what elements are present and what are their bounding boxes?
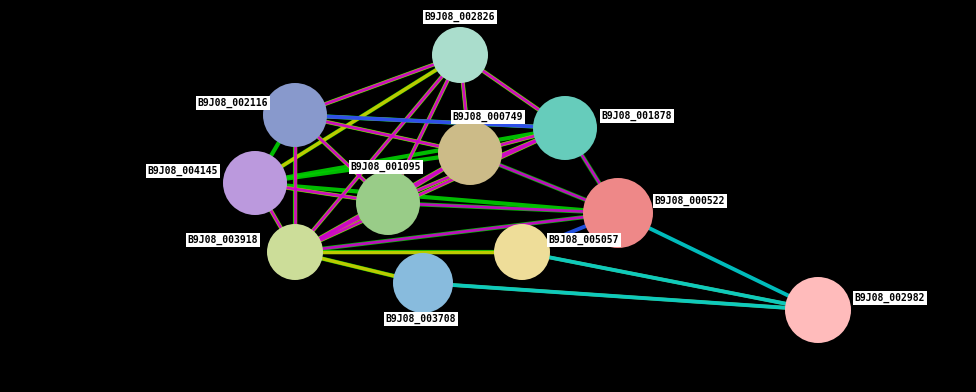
Text: B9J08_000749: B9J08_000749 (453, 112, 523, 122)
Text: B9J08_000522: B9J08_000522 (655, 196, 725, 206)
Circle shape (438, 121, 502, 185)
Circle shape (267, 224, 323, 280)
Circle shape (393, 253, 453, 313)
Text: B9J08_002826: B9J08_002826 (425, 12, 495, 22)
Text: B9J08_004145: B9J08_004145 (147, 166, 219, 176)
Circle shape (432, 27, 488, 83)
Circle shape (494, 224, 550, 280)
Circle shape (583, 178, 653, 248)
Text: B9J08_001095: B9J08_001095 (350, 162, 422, 172)
Text: B9J08_002116: B9J08_002116 (198, 98, 268, 108)
Text: B9J08_001878: B9J08_001878 (602, 111, 672, 121)
Circle shape (356, 171, 420, 235)
Text: B9J08_003708: B9J08_003708 (386, 314, 456, 324)
Text: B9J08_003918: B9J08_003918 (187, 235, 259, 245)
Circle shape (785, 277, 851, 343)
Circle shape (263, 83, 327, 147)
Text: B9J08_002982: B9J08_002982 (855, 293, 925, 303)
Circle shape (223, 151, 287, 215)
Circle shape (533, 96, 597, 160)
Text: B9J08_005057: B9J08_005057 (549, 235, 619, 245)
